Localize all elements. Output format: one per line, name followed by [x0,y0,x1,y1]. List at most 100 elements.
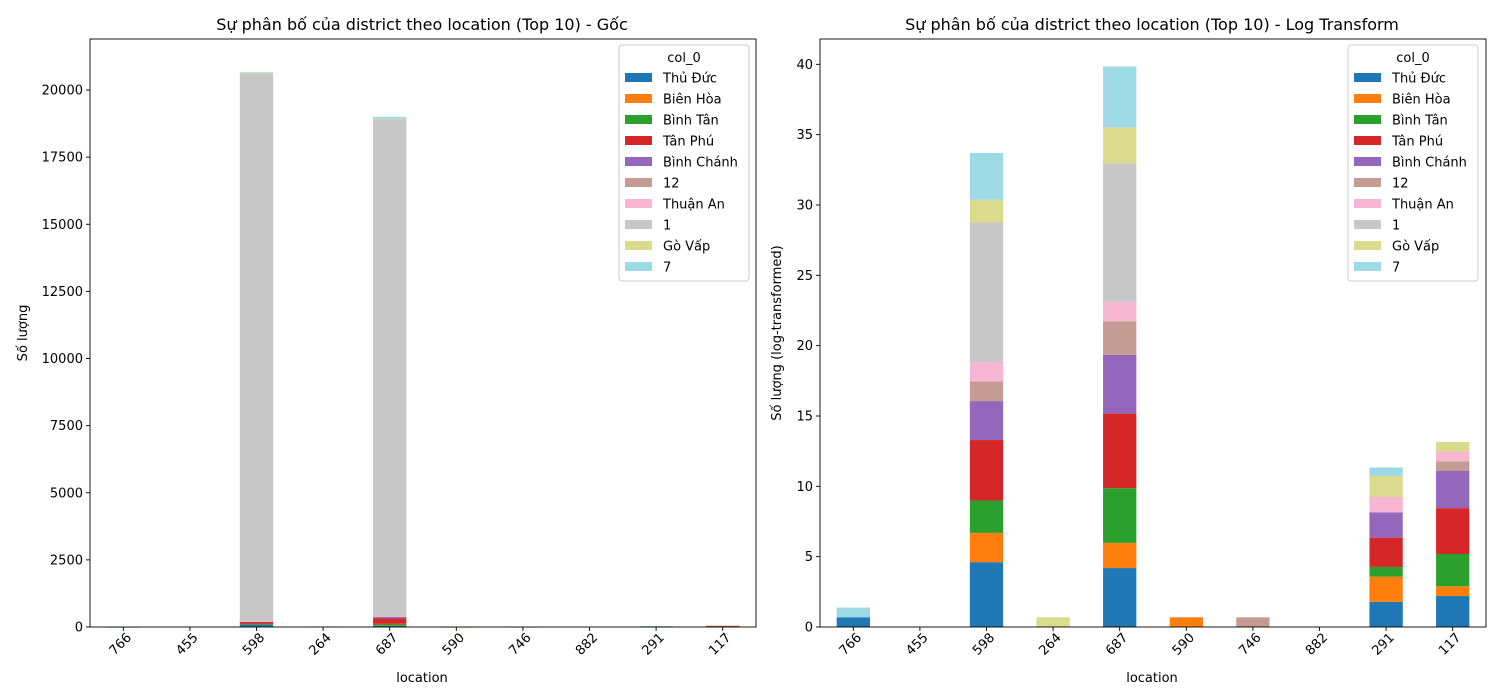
bar-segment [836,607,870,618]
bar-segment [836,617,870,627]
bar-segment [1103,542,1137,569]
bar-segment [706,625,740,627]
legend-label: Bình Chánh [663,156,738,171]
legend-label: 7 [663,261,671,276]
y-tick-label: 17500 [42,151,83,166]
legend-swatch [625,115,652,124]
bar-segment [969,222,1004,362]
bar-segment [239,621,274,622]
bar-segment [1103,413,1137,489]
legend-swatch [625,241,652,250]
bar-segment [1369,475,1403,498]
legend-swatch [1354,115,1381,124]
bar-segment [1236,617,1270,627]
bar-segment [1436,553,1470,587]
bar-segment [373,118,407,120]
legend-swatch [625,262,652,271]
x-tick-label: 766 [837,630,865,658]
x-tick-label: 882 [573,630,601,658]
bar-segment [1436,461,1470,471]
legend-label: Bình Tân [663,114,719,129]
bar-segment [1436,441,1470,452]
x-tick-label: 590 [440,630,468,658]
bar-segment [1103,488,1137,543]
plot-frame [819,38,1487,628]
bar-segment [1103,301,1137,322]
y-tick-label: 0 [805,621,813,636]
bar-segment [1436,596,1470,627]
bar-segment [239,72,274,74]
legend-label: Tân Phú [1391,135,1443,150]
legend-swatch [625,178,652,187]
bar-segment [373,616,407,619]
y-tick-label: 12500 [42,285,83,300]
bar-segment [969,361,1004,382]
x-tick-label: 291 [640,630,668,658]
y-tick-label: 25 [796,269,813,284]
bar-segment [1369,512,1403,538]
bar-segment [1369,537,1403,567]
bar-segment [1036,617,1070,627]
bar-segment [1436,470,1470,509]
legend-label: Thuận An [1391,198,1454,213]
legend-label: Bình Tân [1392,114,1448,129]
legend-swatch [625,220,652,229]
bar-segment [1436,586,1470,597]
legend-label: Bình Chánh [1392,156,1467,171]
x-tick-label: 117 [1436,630,1464,658]
bars-layer [106,72,740,628]
bar-segment [373,119,407,617]
legend-swatch [625,94,652,103]
bar-segment [1103,568,1137,627]
legend-swatch [625,157,652,166]
bar-segment [373,116,407,119]
bar-segment [239,621,274,624]
x-tick-label: 264 [1037,630,1065,658]
legend-label: Biên Hòa [663,93,722,108]
y-tick-label: 20000 [42,84,83,99]
bar-segment [1103,66,1137,128]
bar-segment [969,440,1004,501]
legend-swatch [1354,73,1381,82]
legend-label: Biên Hòa [1392,93,1451,108]
legend-swatch [1354,94,1381,103]
x-tick-label: 291 [1370,630,1398,658]
legend-swatch [1354,262,1381,271]
y-tick-label: 20 [796,339,813,354]
bar-segment [1369,497,1403,513]
x-tick-label: 455 [173,630,201,658]
bar-segment [373,625,407,627]
bar-segment [1436,451,1470,462]
bar-segment [373,623,407,626]
bar-segment [969,152,1004,200]
y-tick-label: 30 [796,198,813,213]
y-axis-label: Số lượng (log-transformed) [770,245,785,420]
legend-swatch [625,73,652,82]
legend-title: col_0 [1396,51,1429,66]
bar-segment [969,199,1004,223]
x-tick-label: 687 [373,630,401,658]
legend-title: col_0 [667,51,700,66]
y-tick-label: 10 [796,480,813,495]
bar-segment [1103,354,1137,414]
legend-swatch [1354,220,1381,229]
legend-label: 12 [663,177,680,192]
bar-segment [969,500,1004,533]
legend-swatch [1354,241,1381,250]
bar-segment [969,381,1004,402]
bar-segment [373,625,407,626]
bar-segment [639,626,673,627]
legend-label: Tân Phú [662,135,714,150]
y-tick-label: 5 [805,550,813,565]
bar-segment [239,624,274,627]
x-tick-label: 598 [240,630,268,658]
x-tick-label: 882 [1303,630,1331,658]
bar-segment [969,562,1004,627]
bar-segment [1103,163,1137,302]
y-tick-label: 7500 [50,419,83,434]
panel-log-transform: Sự phân bố của district theo location (T… [770,15,1487,686]
bar-segment [1369,576,1403,602]
legend-swatch [1354,136,1381,145]
x-tick-label: 598 [970,630,998,658]
